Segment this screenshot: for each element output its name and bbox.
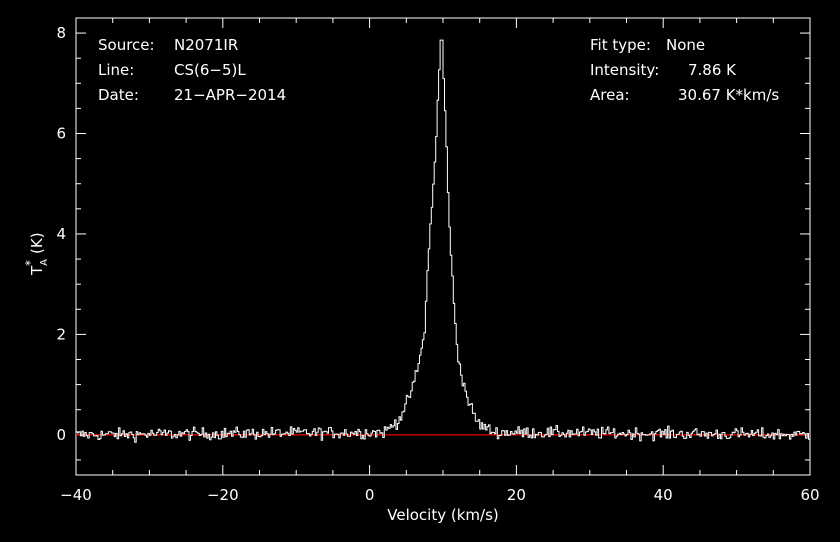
info-left-label-1: Line: xyxy=(98,61,134,79)
spectrum-line xyxy=(76,39,810,443)
info-right-value-2: 30.67 K*km/s xyxy=(678,86,779,104)
x-tick-label: 40 xyxy=(654,486,673,504)
y-tick-label: 0 xyxy=(56,426,66,444)
y-axis-label-unit: (K) xyxy=(28,232,46,254)
axis-ticks xyxy=(75,18,811,475)
x-tick-label: 60 xyxy=(800,486,819,504)
y-axis-label-sup: * xyxy=(23,260,37,266)
y-tick-label: 4 xyxy=(56,225,66,243)
y-axis-label: TA* (K) xyxy=(23,232,50,276)
x-tick-label: −40 xyxy=(60,486,92,504)
info-right-label-0: Fit type: xyxy=(590,36,651,54)
info-right-value-0: None xyxy=(666,36,705,54)
info-left-label-0: Source: xyxy=(98,36,155,54)
y-axis-label-sub: A xyxy=(39,259,50,266)
info-right-value-1: 7.86 K xyxy=(688,61,737,79)
y-tick-label: 6 xyxy=(56,125,66,143)
info-right-label-1: Intensity: xyxy=(590,61,659,79)
info-right-label-2: Area: xyxy=(590,86,630,104)
x-tick-label: −20 xyxy=(207,486,239,504)
info-left: Source: N2071IR Line: CS(6−5)L Date: 21−… xyxy=(98,36,286,104)
svg-text:TA*(K): TA* (K) xyxy=(23,232,50,276)
info-right: Fit type: None Intensity: 7.86 K Area: 3… xyxy=(590,36,779,104)
info-left-value-2: 21−APR−2014 xyxy=(174,86,286,104)
x-axis-label: Velocity (km/s) xyxy=(387,506,498,524)
info-left-label-2: Date: xyxy=(98,86,139,104)
y-axis-label-main: T xyxy=(28,265,46,276)
y-tick-label: 2 xyxy=(56,325,66,343)
x-tick-label: 20 xyxy=(507,486,526,504)
tick-labels: −40 −20 0 20 40 60 0 2 4 6 8 xyxy=(56,24,819,504)
x-tick-label: 0 xyxy=(365,486,375,504)
y-tick-label: 8 xyxy=(56,24,66,42)
info-left-value-1: CS(6−5)L xyxy=(174,61,246,79)
info-left-value-0: N2071IR xyxy=(174,36,238,54)
